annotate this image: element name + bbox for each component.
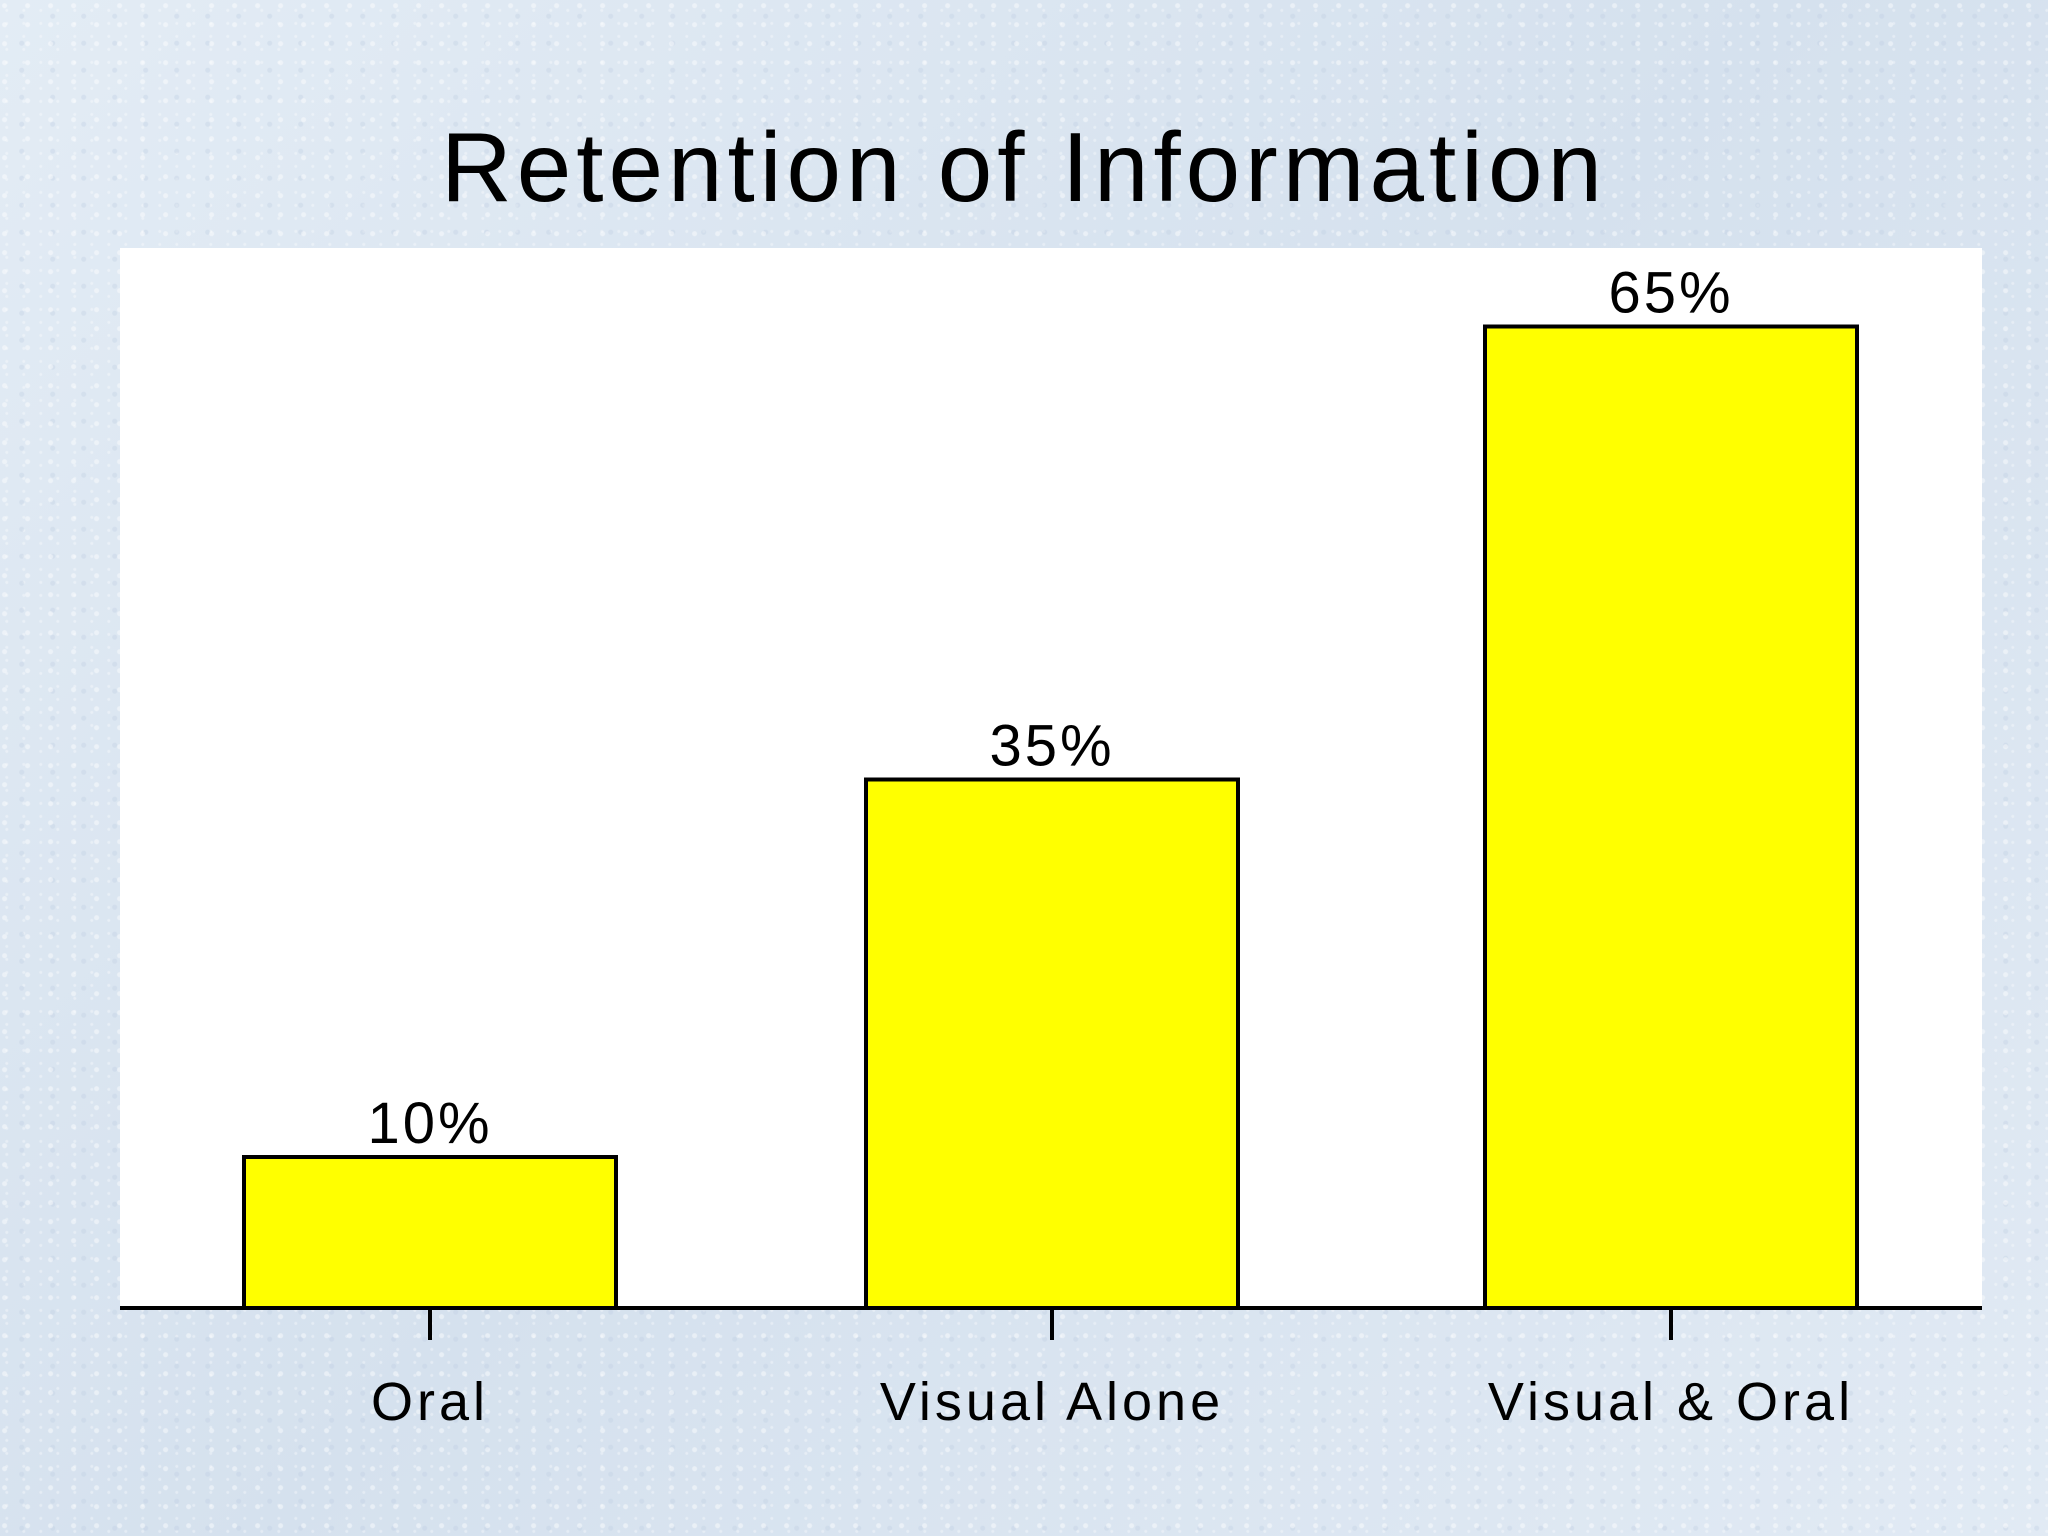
bar-visual-alone [864,777,1240,1310]
x-ticks-group: Oral Visual Alone Visual & Oral [371,1308,1854,1432]
x-tick-label: Oral [371,1372,489,1432]
bars-group: 10% 35% 65% [242,261,1859,1310]
bar-visual-oral [1483,324,1859,1310]
x-tick-label: Visual & Oral [1488,1372,1854,1432]
chart-title: Retention of Information [441,112,1607,222]
data-label: 35% [989,714,1114,779]
data-label: 10% [367,1091,492,1156]
x-tick-label: Visual Alone [880,1372,1224,1432]
bar-oral [242,1155,618,1310]
data-label: 65% [1608,261,1733,326]
